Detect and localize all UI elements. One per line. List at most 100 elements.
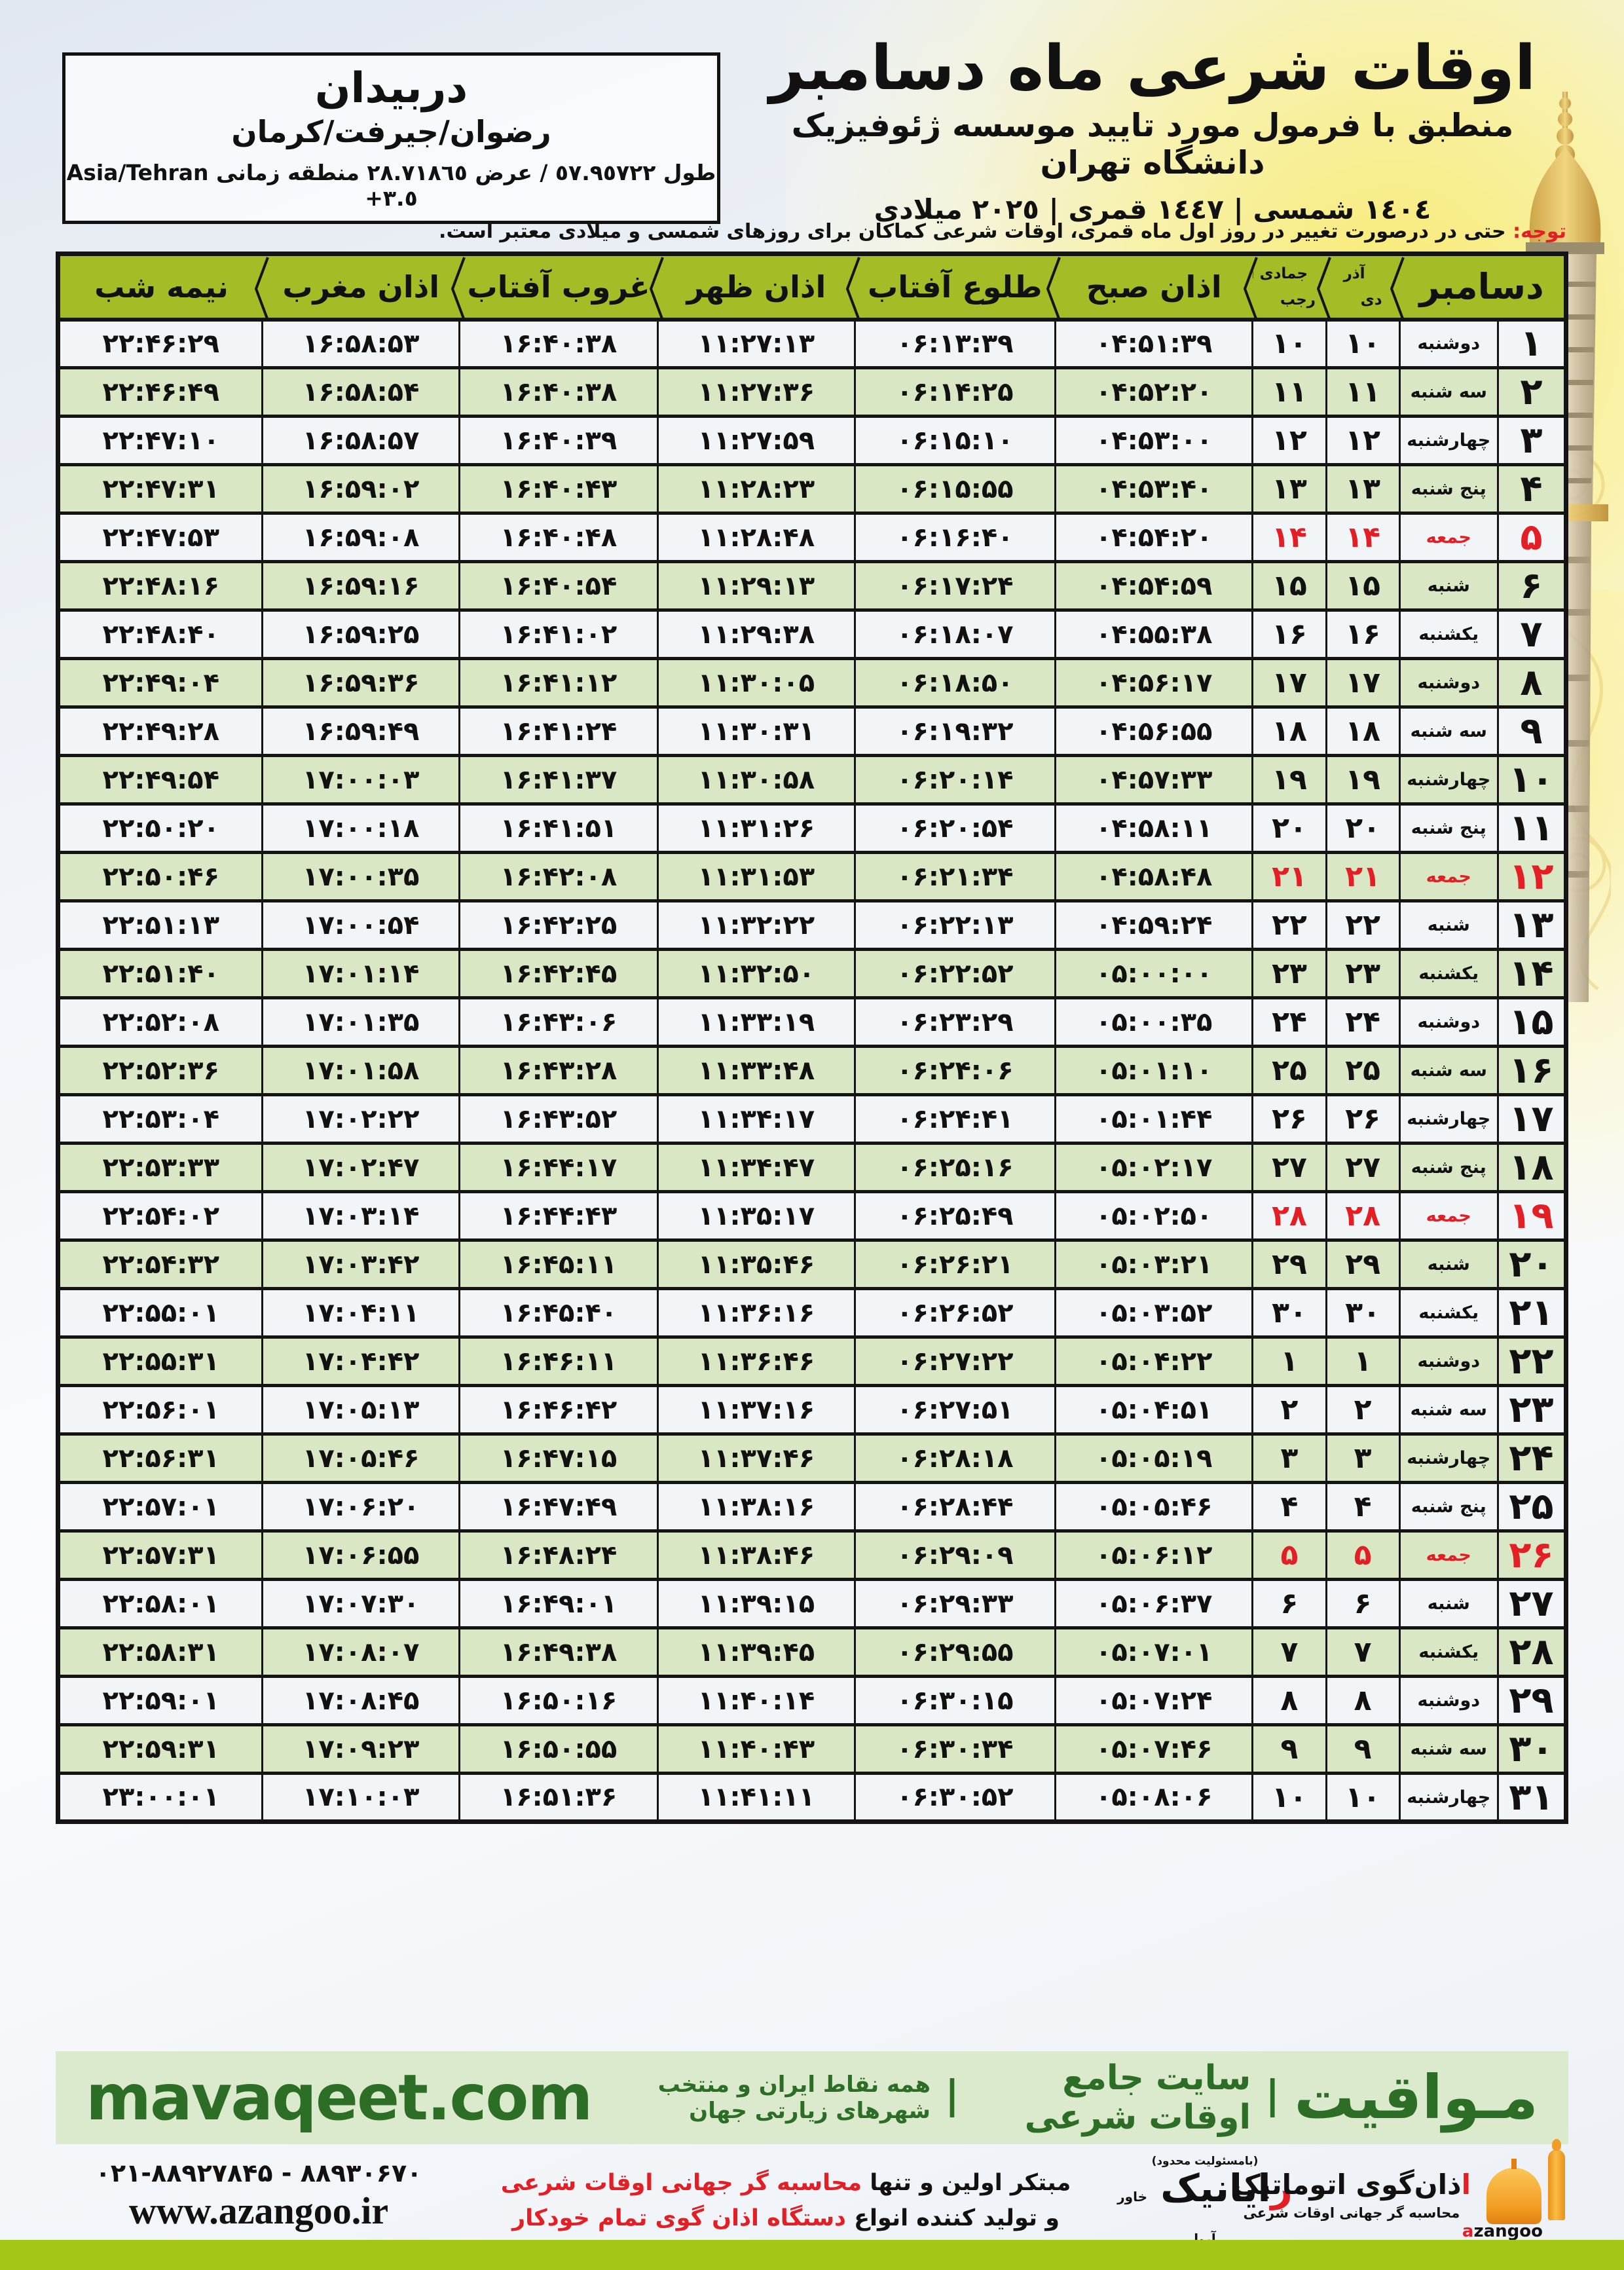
solar-month-day: ۱۱ [1325,366,1401,418]
table-row: ۸ دوشنبه ۱۷ ۱۷ ۰۴:۵۶:۱۷ ۰۶:۱۸:۵۰ ۱۱:۳۰:۰… [56,657,1568,709]
sunset-time: ۱۶:۴۸:۲۴ [458,1529,659,1581]
fajr-adhan-time: ۰۴:۵۲:۲۰ [1054,366,1254,418]
col-header-sunrise: طلوع آفتاب [855,253,1056,322]
solar-month-day: ۲۲ [1325,899,1401,951]
fajr-adhan-time: ۰۴:۵۸:۱۱ [1054,802,1254,854]
sunrise-time: ۰۶:۲۵:۴۹ [853,1190,1057,1242]
timezone-value: Asia/Tehran +٣.٥ [66,160,418,212]
maghrib-adhan-time: ۱۷:۰۷:۳۰ [261,1578,460,1629]
fajr-adhan-time: ۰۵:۰۰:۰۰ [1054,948,1254,999]
contact-block: ۰۲۱-۸۸۹۲۷۸۴۵ - ۸۸۹۳۰۶۷۰ www.azangoo.ir [69,2159,449,2233]
sunset-time: ۱۶:۴۰:۵۴ [458,560,659,612]
midnight-time: ۲۲:۴۷:۱۰ [56,415,264,466]
weekday-name: یکشنبه [1398,608,1499,660]
weekday-name: شنبه [1398,560,1499,612]
fajr-adhan-time: ۰۵:۰۴:۵۱ [1054,1384,1254,1436]
sunrise-time: ۰۶:۳۰:۱۵ [853,1675,1057,1726]
sunset-time: ۱۶:۴۱:۱۲ [458,657,659,709]
noon-adhan-time: ۱۱:۳۱:۲۶ [657,802,856,854]
azangoo-latin-wordmark: azangoo [1462,2222,1543,2241]
mavaqeet-domain-link[interactable]: mavaqeet.com [86,2061,593,2134]
credit-line1-black: مبتکر اولین و تنها [862,2170,1071,2196]
col-header-fajr-adhan: اذان صبح [1055,253,1253,322]
coords-label: طول ٥٧.٩٥٧٢٢ / عرض ٢٨.٧١٨٦٥ منطقه زمانی [216,160,716,186]
weekday-name: یکشنبه [1398,1626,1499,1678]
fajr-adhan-time: ۰۵:۰۷:۲۴ [1054,1675,1254,1726]
fajr-adhan-time: ۰۵:۰۶:۱۲ [1054,1529,1254,1581]
mavaqeet-brand: مـواقیت [1294,2062,1538,2132]
midnight-time: ۲۲:۴۷:۵۳ [56,512,264,563]
december-day-number: ۲۴ [1496,1432,1568,1484]
lunar-month-day: ۸ [1251,1675,1327,1726]
sunrise-time: ۰۶:۲۲:۱۳ [853,899,1057,951]
solar-month-day: ۱۹ [1325,754,1401,806]
lunar-month-day: ۲۰ [1251,802,1327,854]
fajr-adhan-time: ۰۵:۰۵:۱۹ [1054,1432,1254,1484]
sunset-time: ۱۶:۴۹:۳۸ [458,1626,659,1678]
prayer-times-table: دسامبر آذر دی جمادی الثانی رجب اذان صبح … [56,251,1568,1824]
maghrib-adhan-time: ۱۷:۰۶:۵۵ [261,1529,460,1581]
december-day-number: ۱۵ [1496,996,1568,1048]
fajr-adhan-time: ۰۴:۵۴:۲۰ [1054,512,1254,563]
solar-month-day: ۱۰ [1325,1772,1401,1823]
maghrib-adhan-time: ۱۷:۰۰:۵۴ [261,899,460,951]
midnight-time: ۲۲:۵۱:۱۳ [56,899,264,951]
maghrib-adhan-time: ۱۶:۵۹:۳۶ [261,657,460,709]
noon-adhan-time: ۱۱:۳۵:۱۷ [657,1190,856,1242]
maghrib-adhan-time: ۱۷:۰۲:۴۷ [261,1142,460,1193]
page-title: اوقات شرعی ماه دسامبر [769,33,1536,104]
sunrise-time: ۰۶:۲۲:۵۲ [853,948,1057,999]
solar-month-day: ۲۰ [1325,802,1401,854]
solar-month-day: ۱۴ [1325,512,1401,563]
azangoo-website-link[interactable]: www.azangoo.ir [128,2189,389,2232]
sunrise-time: ۰۶:۱۵:۵۵ [853,463,1057,515]
sunset-time: ۱۶:۴۰:۳۹ [458,415,659,466]
december-day-number: ۳ [1496,415,1568,466]
sunset-time: ۱۶:۴۰:۴۳ [458,463,659,515]
lunar-month-day: ۲۴ [1251,996,1327,1048]
lunar-month-day: ۲۵ [1251,1045,1327,1096]
maghrib-adhan-time: ۱۷:۰۵:۴۶ [261,1432,460,1484]
december-day-number: ۱۳ [1496,899,1568,951]
solar-month-day: ۲۴ [1325,996,1401,1048]
solar-month-day: ۱۳ [1325,463,1401,515]
maghrib-adhan-time: ۱۶:۵۹:۲۵ [261,608,460,660]
sunrise-time: ۰۶:۲۹:۰۹ [853,1529,1057,1581]
table-row: ۲۷ شنبه ۶ ۶ ۰۵:۰۶:۳۷ ۰۶:۲۹:۳۳ ۱۱:۳۹:۱۵ ۱… [56,1578,1568,1629]
noon-adhan-time: ۱۱:۲۸:۴۸ [657,512,856,563]
noon-adhan-time: ۱۱:۳۶:۱۶ [657,1287,856,1339]
midnight-time: ۲۲:۴۷:۳۱ [56,463,264,515]
december-day-number: ۳۱ [1496,1772,1568,1823]
solar-month-day: ۲۵ [1325,1045,1401,1096]
lunar-month-day: ۹ [1251,1723,1327,1775]
lunar-month-day: ۶ [1251,1578,1327,1629]
fajr-adhan-time: ۰۴:۵۶:۱۷ [1054,657,1254,709]
calendar-years: ١٤٠٤ شمسی | ١٤٤٧ قمری | ٢٠٢٥ میلادی [874,193,1431,226]
weekday-name: شنبه [1398,1578,1499,1629]
mavaqeet-footer-band: مـواقیت | سایت جامع اوقات شرعی | همه نقا… [56,2051,1568,2144]
lunar-month-day: ۱ [1251,1335,1327,1387]
december-day-number: ۲۵ [1496,1481,1568,1533]
noon-adhan-time: ۱۱:۳۱:۵۳ [657,851,856,902]
december-day-number: ۲۲ [1496,1335,1568,1387]
sunrise-time: ۰۶:۲۳:۲۹ [853,996,1057,1048]
december-day-number: ۱ [1496,318,1568,369]
sunset-time: ۱۶:۴۱:۵۱ [458,802,659,854]
solar-month-day: ۸ [1325,1675,1401,1726]
noon-adhan-time: ۱۱:۳۰:۵۸ [657,754,856,806]
midnight-time: ۲۲:۵۸:۳۱ [56,1626,264,1678]
december-day-number: ۶ [1496,560,1568,612]
fajr-adhan-time: ۰۵:۰۳:۵۲ [1054,1287,1254,1339]
mavaqeet-tagline-1: سایت جامع اوقات شرعی [1024,2058,1251,2137]
title-block: اوقات شرعی ماه دسامبر منطبق با فرمول مور… [737,33,1568,226]
weekday-name: دوشنبه [1398,1675,1499,1726]
noon-adhan-time: ۱۱:۳۹:۴۵ [657,1626,856,1678]
noon-adhan-time: ۱۱:۴۰:۴۳ [657,1723,856,1775]
lunar-month-day: ۱۱ [1251,366,1327,418]
fajr-adhan-time: ۰۵:۰۶:۳۷ [1054,1578,1254,1629]
midnight-time: ۲۲:۵۰:۲۰ [56,802,264,854]
validity-note: توجه: حتی در درصورت تغییر در روز اول ماه… [60,220,1566,243]
maghrib-adhan-time: ۱۷:۱۰:۰۳ [261,1772,460,1823]
december-day-number: ۵ [1496,512,1568,563]
table-row: ۲۱ یکشنبه ۳۰ ۳۰ ۰۵:۰۳:۵۲ ۰۶:۲۶:۵۲ ۱۱:۳۶:… [56,1287,1568,1339]
